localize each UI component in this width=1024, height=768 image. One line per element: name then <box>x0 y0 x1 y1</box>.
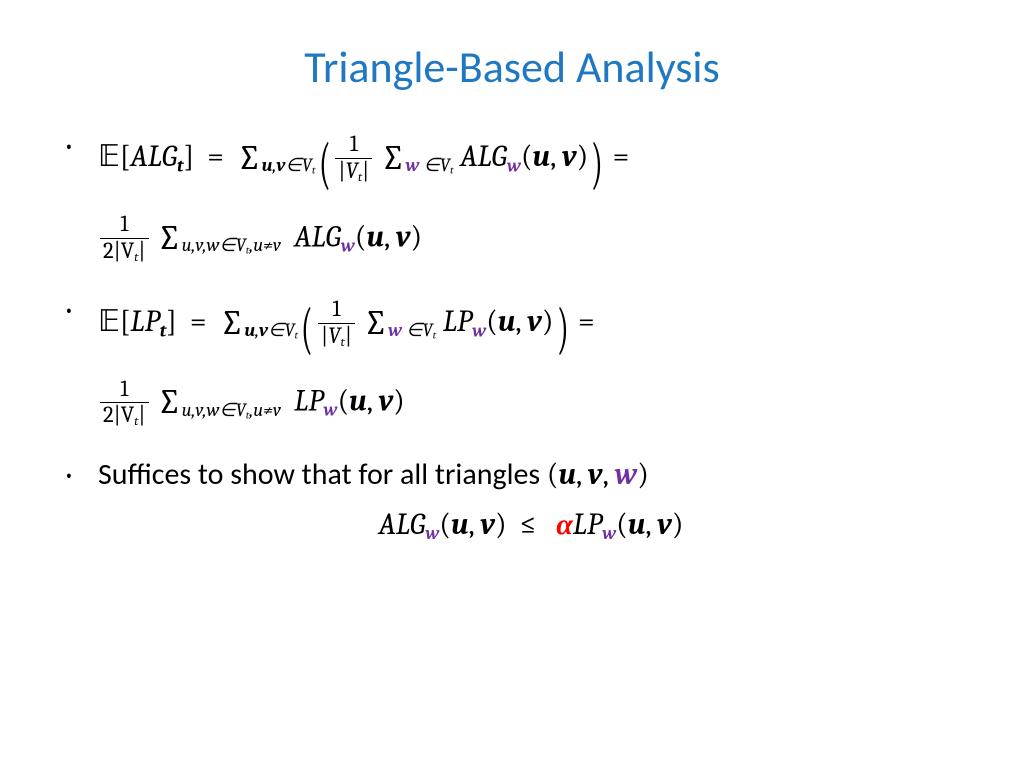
alpha-symbol: α <box>556 507 573 542</box>
inequality-line: ALGw(u, v) ≤ αLPw(u, v) <box>98 503 964 547</box>
frac-one-over-vt: 1 |Vt| <box>335 133 372 185</box>
suffices-text: Suffices to show that for all triangles <box>98 456 547 493</box>
expectation-symbol: 𝔼 <box>98 140 120 173</box>
slide-body: 𝔼[ALGt] = ∑u,v∈Vt ( 1 |Vt| ∑w ∈Vt ALGw(u… <box>60 124 964 547</box>
slide-title: Triangle-Based Analysis <box>60 40 964 94</box>
bullet-lp-expectation: 𝔼[LPt] = ∑u,v∈Vt ( 1 |Vt| ∑w ∈Vt LPw(u, … <box>60 289 964 430</box>
frac-one-over-2vt: 1 2|Vt| <box>100 213 149 265</box>
bullet-alg-expectation: 𝔼[ALGt] = ∑u,v∈Vt ( 1 |Vt| ∑w ∈Vt ALGw(u… <box>60 124 964 265</box>
bullet-list: 𝔼[ALGt] = ∑u,v∈Vt ( 1 |Vt| ∑w ∈Vt ALGw(u… <box>60 124 964 547</box>
bullet-suffices: Suffices to show that for all triangles … <box>60 453 964 547</box>
slide: Triangle-Based Analysis 𝔼[ALGt] = ∑u,v∈V… <box>0 0 1024 768</box>
